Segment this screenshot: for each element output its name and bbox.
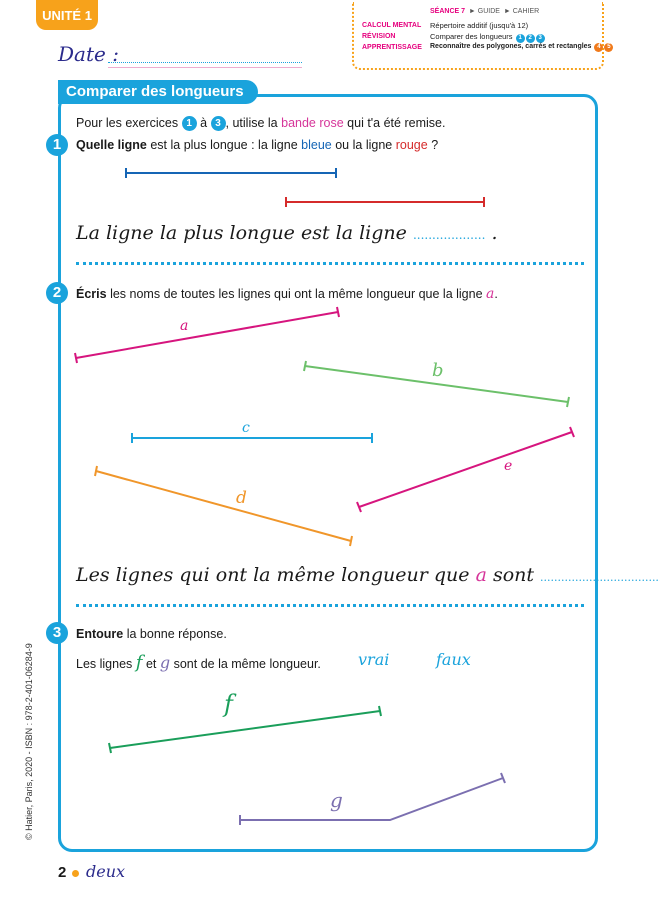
line-g (239, 772, 506, 825)
seance-key-revision: RÉVISION (362, 33, 396, 40)
ex1-text1: est la plus longue : la ligne (150, 138, 298, 152)
label-c: c (242, 420, 250, 436)
label-e: e (504, 458, 513, 474)
ex2-end: . (494, 287, 498, 301)
ex3-statement-prefix: Les lignes (76, 657, 133, 671)
seance-val-revision-text: Comparer des longueurs (430, 32, 513, 41)
line-blue (125, 168, 337, 178)
separator-1 (76, 262, 584, 265)
badge-3: 3 (535, 34, 545, 43)
ex3-line-g: g (159, 653, 171, 672)
exercise-3-statement: Les lignes f et g sont de la même longue… (76, 652, 321, 673)
line-d (94, 465, 353, 547)
ex3-text: la bonne réponse. (126, 627, 227, 641)
ex3-bold: Entoure (76, 627, 124, 641)
exercise-1-number: 1 (46, 134, 68, 156)
line-a (74, 306, 340, 364)
line-c (131, 433, 373, 443)
exercise-3-number: 3 (46, 622, 68, 644)
ex1-answer-blank[interactable]: ................... (412, 228, 486, 242)
badge-2: 2 (525, 34, 535, 43)
ex2-answer-ref: a (475, 564, 487, 586)
badge-4: 4 (594, 43, 604, 52)
intro-num1: 1 (181, 116, 197, 132)
ex2-text: les noms de toutes les lignes qui ont la… (110, 287, 483, 301)
exercise-frame (58, 94, 598, 852)
cahier-link[interactable]: ► CAHIER (503, 8, 540, 15)
seance-number: SÉANCE 7 (430, 8, 466, 15)
exercise-2-answer-sentence: Les lignes qui ont la même longueur que … (76, 564, 660, 586)
ex1-blue-word: bleue (301, 138, 332, 152)
ex1-text3: ? (431, 138, 439, 152)
ex2-answer-mid: sont (492, 564, 534, 586)
seance-box (352, 2, 604, 70)
choice-faux[interactable]: faux (436, 650, 471, 669)
choice-vrai[interactable]: vrai (358, 650, 390, 669)
seance-key-apprentissage: APPRENTISSAGE (362, 44, 422, 51)
date-field[interactable] (108, 62, 302, 63)
label-g: g (330, 788, 343, 812)
line-red (285, 197, 485, 207)
label-f: f (224, 690, 233, 718)
line-b (303, 360, 570, 408)
intro-part1: Pour les exercices (76, 116, 179, 130)
ex3-and: et (145, 657, 157, 671)
page-word: deux (86, 862, 126, 881)
page-dot (72, 870, 79, 877)
page-title: Comparer des longueurs (58, 80, 258, 104)
seance-header: SÉANCE 7 ► GUIDE ► CAHIER (430, 8, 539, 15)
exercise-3-instruction: Entoure la bonne réponse. (76, 627, 227, 641)
intro-part3: , utilise la (225, 116, 278, 130)
date-field-guide (108, 67, 302, 68)
seance-val-calcul: Répertoire additif (jusqu'à 12) (430, 21, 529, 30)
line-e (356, 426, 575, 513)
ex2-answer-blank[interactable]: .................................... (540, 571, 660, 584)
intro-highlight: bande rose (281, 116, 344, 130)
label-a: a (180, 318, 189, 334)
ex2-ref: a (486, 286, 495, 302)
seance-val-apprentissage-text: Reconnaître des polygones, carrés et rec… (430, 43, 592, 50)
exercise-2-number: 2 (46, 282, 68, 304)
page-number: 2 (58, 864, 67, 881)
exercise-1-instruction: Quelle ligne est la plus longue : la lig… (76, 138, 438, 152)
line-f (108, 705, 382, 754)
guide-link[interactable]: ► GUIDE (468, 8, 500, 15)
intro-num2: 3 (210, 116, 226, 132)
ex1-red-word: rouge (395, 138, 428, 152)
intro-part4: qui t'a été remise. (347, 116, 446, 130)
intro-part2: à (200, 116, 208, 130)
separator-2 (76, 604, 584, 607)
exercise-1-answer-sentence: La ligne la plus longue est la ligne ...… (76, 222, 498, 244)
ex1-answer-end: . (491, 222, 498, 244)
ex1-text2: ou la ligne (335, 138, 393, 152)
ex1-answer-prefix: La ligne la plus longue est la ligne (76, 222, 407, 244)
copyright-notice: © Hatier, Paris, 2020 - ISBN : 978-2-401… (24, 643, 34, 840)
ex2-answer-prefix: Les lignes qui ont la même longueur que (76, 564, 470, 586)
ex3-line-f: f (135, 652, 143, 673)
label-b: b (432, 360, 444, 381)
unit-badge: UNITÉ 1 (36, 0, 98, 30)
seance-val-apprentissage: Reconnaître des polygones, carrés et rec… (430, 43, 614, 52)
intro-text: Pour les exercices 1 à 3, utilise la ban… (76, 116, 446, 132)
exercise-2-instruction: Écris les noms de toutes les lignes qui … (76, 286, 498, 302)
ex1-bold: Quelle ligne (76, 138, 147, 152)
seance-key-calcul: CALCUL MENTAL (362, 22, 422, 29)
ex3-statement-end: sont de la même longueur. (173, 657, 321, 671)
badge-5: 5 (604, 43, 614, 52)
label-d: d (236, 488, 247, 508)
ex2-bold: Écris (76, 287, 107, 301)
badge-1: 1 (515, 34, 525, 43)
